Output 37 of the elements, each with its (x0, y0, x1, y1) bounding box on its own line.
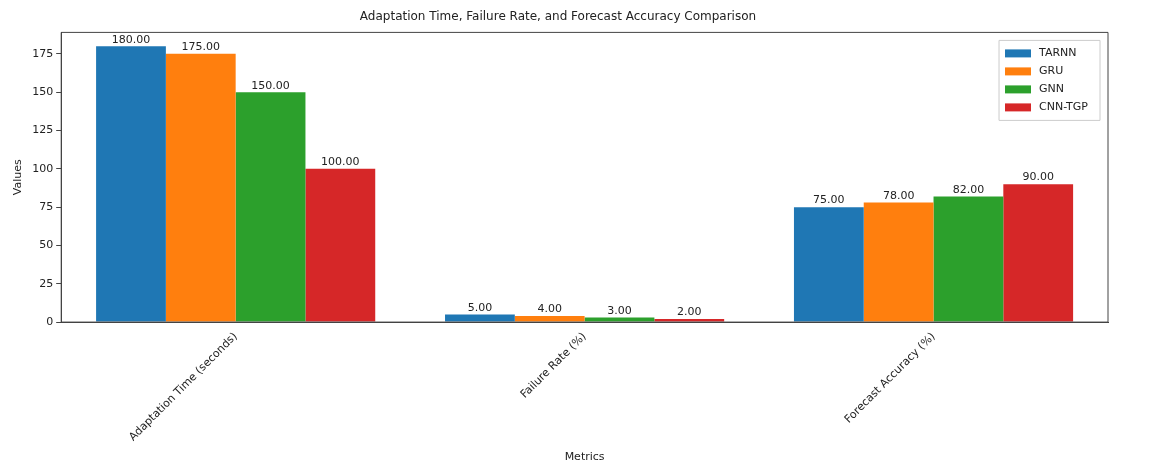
x-axis-title: Metrics (564, 450, 605, 464)
bar (793, 207, 864, 322)
legend-label: CNN-TGP (1039, 100, 1089, 114)
y-tick-label: 125 (32, 123, 54, 137)
legend-label: GRU (1039, 64, 1064, 78)
y-tick-label: 100 (32, 161, 54, 175)
data-label: 75.00 (813, 193, 845, 207)
y-axis-title: Values (11, 159, 25, 196)
legend-label: TARNN (1038, 46, 1077, 60)
y-tick-label: 25 (39, 276, 54, 290)
bar (235, 92, 306, 322)
bar (933, 196, 1004, 322)
y-tick-label: 175 (32, 46, 54, 60)
bar (863, 202, 934, 322)
bar (96, 46, 166, 322)
data-label: 2.00 (677, 305, 702, 319)
y-tick-label: 150 (32, 85, 54, 99)
bar (445, 314, 515, 322)
bar (165, 53, 236, 322)
data-label: 100.00 (321, 155, 360, 169)
data-label: 180.00 (111, 32, 151, 46)
data-label: 5.00 (467, 300, 493, 314)
data-label: 150.00 (251, 78, 290, 92)
legend-label: GNN (1039, 82, 1065, 96)
data-label: 90.00 (1022, 170, 1054, 184)
y-tick-label: 75 (39, 199, 54, 213)
data-label: 78.00 (882, 188, 915, 202)
data-label: 3.00 (607, 303, 632, 317)
data-label: 82.00 (952, 182, 985, 196)
data-label: 4.00 (537, 302, 562, 316)
y-tick-label: 50 (39, 238, 54, 252)
data-label: 175.00 (181, 40, 221, 54)
bar (305, 168, 376, 322)
bar (1003, 184, 1074, 322)
bar (584, 317, 655, 322)
chart-title: Adaptation Time, Failure Rate, and Forecast Accuracy Comparison (359, 9, 757, 24)
y-tick-label: 0 (46, 314, 54, 328)
